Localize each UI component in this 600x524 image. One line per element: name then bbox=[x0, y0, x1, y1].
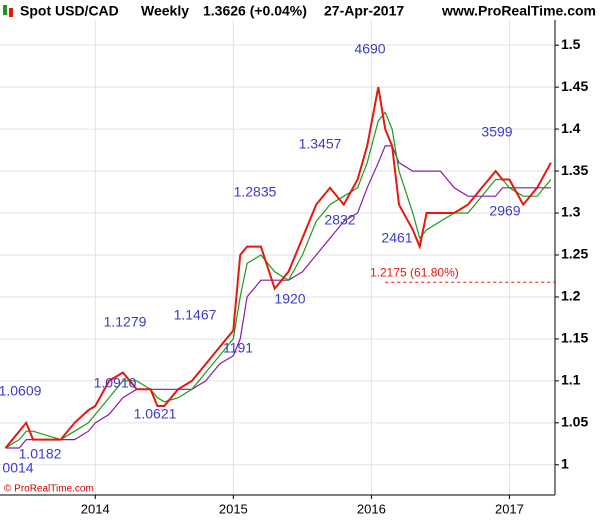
annotation: 1191 bbox=[223, 340, 253, 356]
annotation: 1.0910 bbox=[94, 375, 137, 391]
y-tick-label: 1 bbox=[561, 455, 569, 471]
x-tick-label: 2016 bbox=[357, 501, 386, 516]
annotation: 3599 bbox=[481, 124, 512, 140]
x-tick-label: 2015 bbox=[219, 501, 248, 516]
y-tick-label: 1.4 bbox=[561, 120, 581, 136]
symbol: Spot USD/CAD bbox=[20, 3, 119, 19]
site: www.ProRealTime.com bbox=[441, 3, 596, 19]
logo-icon bbox=[9, 8, 13, 17]
series-line bbox=[5, 111, 552, 449]
quote: 1.3626 (+0.04%) bbox=[203, 3, 307, 19]
y-tick-label: 1.35 bbox=[561, 162, 588, 178]
y-tick-label: 1.25 bbox=[561, 246, 588, 262]
y-tick-label: 1.2 bbox=[561, 288, 581, 304]
annotation: 1.1467 bbox=[174, 307, 217, 323]
series-line bbox=[4, 86, 552, 449]
annotation: 2969 bbox=[489, 203, 520, 219]
annotation: 1920 bbox=[274, 291, 305, 307]
logo-icon bbox=[3, 5, 7, 15]
date: 27-Apr-2017 bbox=[324, 3, 404, 19]
y-tick-label: 1.3 bbox=[561, 204, 581, 220]
annotation: 2461 bbox=[381, 230, 412, 246]
annotation: 1.0621 bbox=[134, 406, 177, 422]
retracement-label: 1.2175 (61.80%) bbox=[370, 265, 459, 279]
x-tick-label: 2017 bbox=[495, 501, 524, 516]
footer: © ProRealTime.com bbox=[4, 484, 94, 495]
annotation: 1.3457 bbox=[299, 136, 342, 152]
y-tick-label: 1.05 bbox=[561, 414, 588, 430]
annotation: 1.0609 bbox=[0, 383, 42, 399]
annotation: 1.1279 bbox=[104, 314, 147, 330]
annotation: 1.2835 bbox=[234, 184, 277, 200]
period: Weekly bbox=[141, 3, 189, 19]
annotation: 0014 bbox=[2, 460, 33, 476]
y-tick-label: 1.1 bbox=[561, 372, 581, 388]
x-tick-label: 2014 bbox=[81, 501, 110, 516]
annotation: 4690 bbox=[354, 41, 385, 57]
y-tick-label: 1.5 bbox=[561, 36, 581, 52]
y-tick-label: 1.45 bbox=[561, 78, 588, 94]
annotation: 2832 bbox=[324, 212, 355, 228]
annotation: 1.0182 bbox=[19, 446, 62, 462]
y-tick-label: 1.15 bbox=[561, 330, 588, 346]
